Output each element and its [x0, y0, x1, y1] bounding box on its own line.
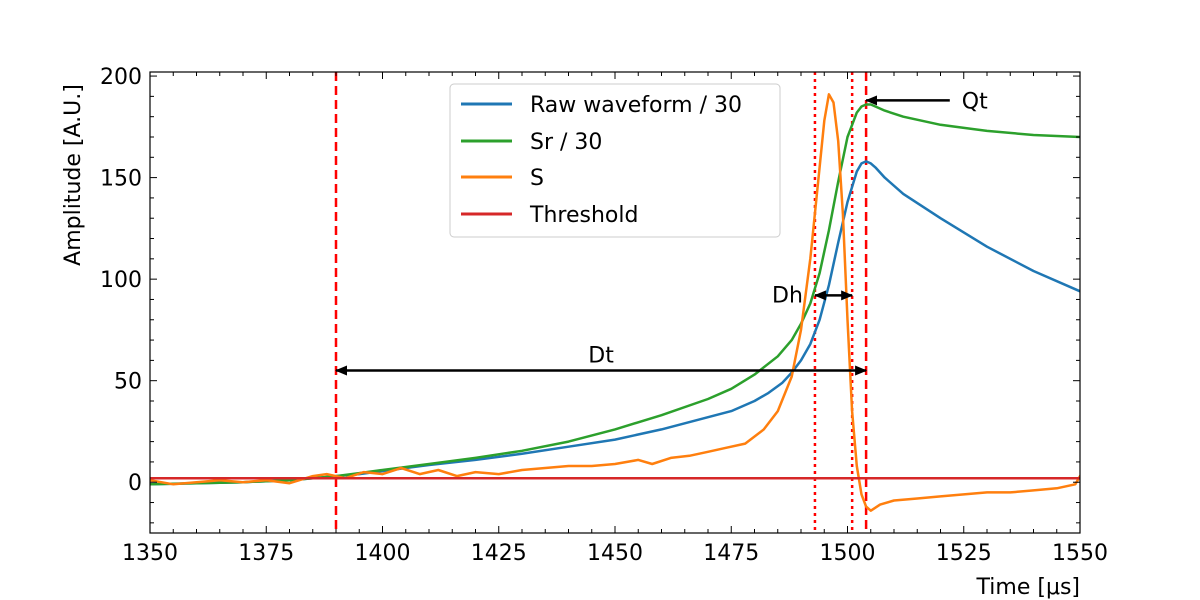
plot-area	[150, 72, 1080, 533]
y-tick-label: 0	[128, 471, 142, 496]
x-tick-label: 1400	[355, 541, 411, 566]
x-tick-label: 1500	[820, 541, 876, 566]
legend-box	[449, 83, 781, 238]
y-tick-label: 100	[100, 268, 142, 293]
x-tick-label: 1550	[1052, 541, 1108, 566]
series-lines	[150, 93, 1080, 512]
x-tick-label: 1375	[238, 541, 294, 566]
x-tick-label: 1350	[122, 541, 178, 566]
y-axis-label: Amplitude [A.U.]	[61, 84, 86, 266]
legend: Raw waveform / 30 Sr / 30 S Threshold	[449, 83, 781, 238]
axis-ticks: 1350 1375 1400 1425 1450 1475 1500 1525 1550 0 50 1…	[100, 65, 1108, 566]
x-tick-label: 1475	[703, 541, 759, 566]
x-tick-label: 1525	[936, 541, 992, 566]
series-line-s	[150, 93, 1080, 512]
legend-label-threshold: Threshold	[529, 203, 638, 228]
x-tick-label: 1425	[471, 541, 527, 566]
legend-label-raw: Raw waveform / 30	[530, 93, 742, 118]
x-tick-label: 1450	[587, 541, 643, 566]
y-tick-label: 150	[100, 167, 142, 192]
annotations: Dt Dh Qt	[335, 89, 988, 376]
legend-label-s: S	[530, 166, 544, 191]
annotation-qt-label: Qt	[962, 89, 988, 114]
y-tick-label: 50	[114, 370, 142, 395]
annotation-dt-label: Dt	[588, 344, 614, 369]
annotation-dh-label: Dh	[772, 283, 803, 308]
vertical-markers	[334, 72, 868, 533]
y-tick-label: 200	[100, 65, 142, 90]
x-axis-label: Time [μs]	[976, 575, 1080, 600]
legend-label-sr: Sr / 30	[530, 130, 602, 155]
